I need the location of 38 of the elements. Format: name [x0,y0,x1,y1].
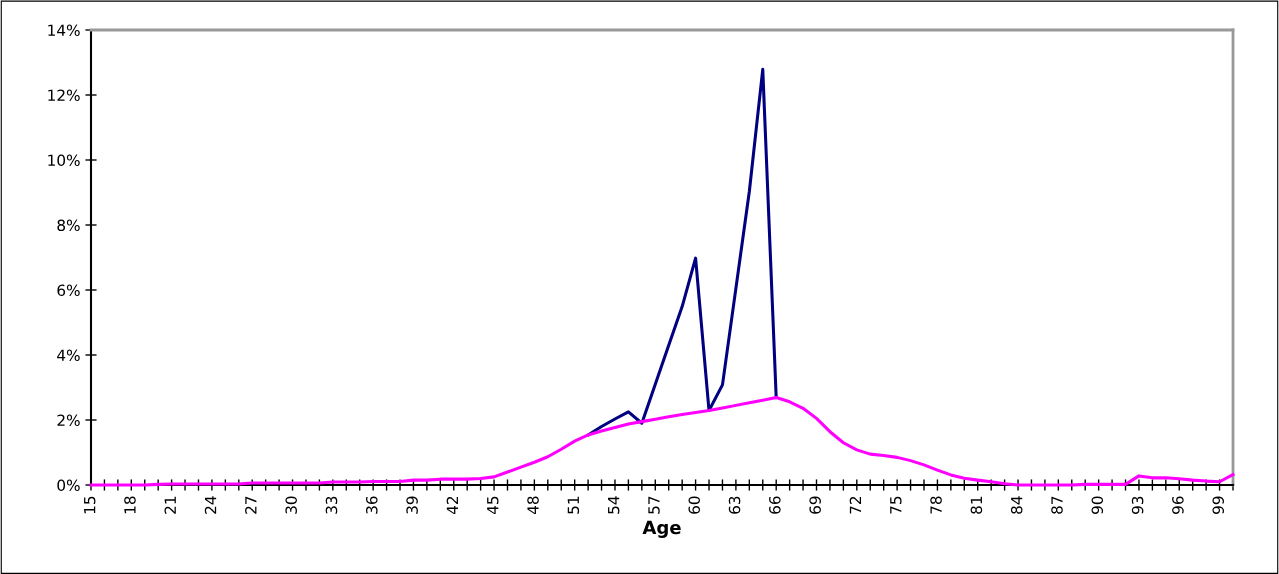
x-tick-label: 51 [567,496,580,514]
y-tick-label: 8% [57,219,80,232]
x-tick-label: 90 [1091,496,1104,514]
y-tick-label: 2% [57,414,80,427]
x-tick-label: 42 [446,496,458,515]
x-tick-label: 30 [285,496,297,514]
x-tick-label: 60 [688,496,701,514]
y-tick-label: 4% [57,349,80,362]
x-tick-label: 45 [487,496,499,515]
x-tick-label: 78 [930,496,942,514]
y-tick-label: 0% [57,479,80,492]
x-tick-label: 93 [1131,496,1144,514]
x-tick-label: 39 [406,496,418,514]
x-tick-label: 15 [84,496,96,514]
y-tick-label: 10% [48,154,80,167]
x-tick-label: 87 [1051,496,1063,514]
x-tick-label: 18 [124,496,136,514]
x-tick-label: 99 [1212,496,1224,514]
x-tick-label: 36 [366,496,378,514]
x-tick-label: 33 [325,496,338,514]
x-tick-label: 24 [204,496,217,514]
x-tick-label: 81 [970,496,983,514]
y-tick-label: 14% [48,24,80,37]
x-tick-label: 27 [245,496,257,514]
x-tick-label: 72 [849,496,862,514]
x-tick-label: 66 [769,496,781,514]
y-tick-label: 12% [48,89,80,102]
x-tick-label: 63 [728,496,741,514]
x-axis-title: Age [642,520,681,538]
x-tick-label: 84 [1010,496,1023,514]
x-tick-label: 21 [164,496,176,514]
x-tick-label: 75 [890,496,902,514]
x-tick-label: 48 [527,496,539,515]
x-tick-label: 57 [648,496,660,514]
y-tick-label: 6% [57,284,80,297]
x-tick-label: 69 [809,496,821,514]
x-tick-label: 54 [608,496,620,514]
x-tick-label: 96 [1172,496,1184,514]
